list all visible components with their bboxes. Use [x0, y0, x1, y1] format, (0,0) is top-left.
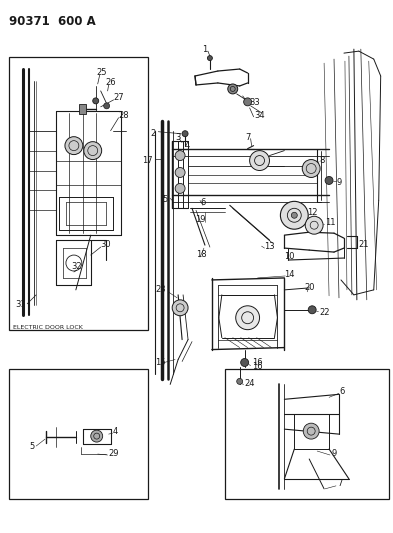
Text: 4: 4 — [113, 427, 118, 436]
Circle shape — [84, 142, 102, 159]
Circle shape — [303, 423, 319, 439]
Text: 10: 10 — [285, 252, 295, 261]
Text: 20: 20 — [304, 283, 315, 292]
Text: 3: 3 — [175, 133, 180, 142]
Text: 30: 30 — [101, 240, 111, 249]
Text: 8: 8 — [319, 156, 325, 165]
Text: 18: 18 — [196, 250, 207, 259]
Text: 13: 13 — [264, 242, 275, 251]
Text: 32: 32 — [71, 262, 81, 271]
Text: 33: 33 — [250, 98, 261, 107]
Bar — [9, 369, 148, 499]
Circle shape — [236, 306, 259, 330]
Text: 4: 4 — [185, 141, 190, 150]
Text: 17: 17 — [142, 156, 153, 165]
Text: 7: 7 — [337, 479, 342, 488]
Circle shape — [325, 176, 333, 184]
Text: 21: 21 — [359, 240, 369, 249]
Circle shape — [172, 300, 188, 316]
Text: 16: 16 — [252, 358, 262, 367]
Text: 7: 7 — [245, 133, 250, 142]
Text: 1: 1 — [202, 45, 208, 54]
Circle shape — [244, 98, 252, 106]
Text: 26: 26 — [106, 78, 116, 87]
Text: 28: 28 — [119, 111, 129, 120]
Text: 19: 19 — [195, 215, 206, 224]
Text: 29: 29 — [108, 449, 119, 458]
Text: 16: 16 — [252, 361, 262, 370]
Circle shape — [182, 131, 188, 136]
Circle shape — [65, 136, 83, 155]
Text: 5: 5 — [29, 442, 35, 451]
Circle shape — [175, 167, 185, 177]
Circle shape — [291, 212, 297, 218]
Circle shape — [305, 216, 323, 234]
Bar — [9, 57, 148, 330]
Text: 6: 6 — [339, 387, 344, 397]
Text: 6: 6 — [200, 198, 206, 207]
Circle shape — [175, 183, 185, 193]
Circle shape — [228, 84, 238, 94]
Text: 9: 9 — [331, 449, 336, 458]
Text: 25: 25 — [97, 68, 107, 77]
Text: 9: 9 — [337, 179, 342, 188]
Circle shape — [280, 201, 308, 229]
Circle shape — [250, 151, 270, 171]
Circle shape — [175, 151, 185, 160]
Circle shape — [237, 378, 242, 384]
Circle shape — [104, 103, 110, 109]
Text: 11: 11 — [325, 218, 336, 227]
Text: 14: 14 — [285, 270, 295, 279]
Circle shape — [308, 306, 316, 314]
Text: 31: 31 — [15, 300, 26, 309]
Text: 90371  600 A: 90371 600 A — [9, 15, 96, 28]
Circle shape — [241, 359, 249, 367]
Text: 12: 12 — [307, 208, 318, 217]
Text: 23: 23 — [155, 285, 166, 294]
Text: 24: 24 — [245, 379, 255, 389]
Polygon shape — [79, 104, 86, 114]
Circle shape — [208, 55, 212, 61]
Text: 2: 2 — [151, 129, 156, 138]
Text: ELECTRIC DOOR LOCK: ELECTRIC DOOR LOCK — [13, 325, 83, 330]
Text: 34: 34 — [255, 111, 265, 120]
Text: 22: 22 — [319, 308, 330, 317]
Text: 5: 5 — [162, 196, 167, 204]
Circle shape — [93, 98, 99, 104]
Circle shape — [91, 430, 103, 442]
Circle shape — [302, 159, 320, 177]
Text: 27: 27 — [114, 93, 124, 102]
Text: 15: 15 — [155, 358, 166, 367]
Bar — [225, 369, 389, 499]
